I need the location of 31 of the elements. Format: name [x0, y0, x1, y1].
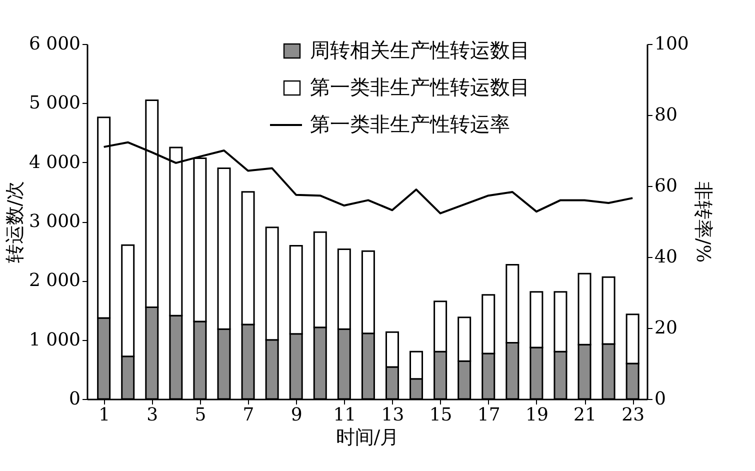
y-tick-label: 4 000 — [28, 152, 80, 173]
y-tick-label: 2 000 — [28, 270, 80, 292]
y2-tick-label: 0 — [654, 388, 666, 410]
x-tick-label: 1 — [98, 404, 110, 426]
y2-axis-title: 非转率/% — [692, 181, 714, 263]
y2-tick-label: 80 — [654, 104, 678, 126]
y-tick-label: 1 000 — [28, 329, 80, 350]
y2-tick-label: 20 — [654, 318, 678, 338]
x-tick-label: 15 — [429, 404, 452, 426]
y-tick-label: 3 000 — [28, 211, 80, 232]
x-axis-title: 时间/月 — [336, 426, 400, 448]
y2-tick-label: 40 — [654, 246, 678, 268]
x-tick-label: 9 — [290, 404, 302, 426]
y-tick-label: 0 — [69, 388, 80, 410]
x-tick-label: 11 — [333, 404, 356, 426]
x-tick-label: 21 — [574, 404, 596, 426]
x-tick-label: 19 — [525, 404, 548, 426]
x-tick-label: 23 — [622, 404, 645, 426]
y2-tick-label: 100 — [654, 34, 689, 54]
x-tick-label: 5 — [194, 404, 206, 426]
legend-label: 第一类非生产性转运率 — [310, 112, 510, 136]
y-axis-title: 转运数/次 — [4, 180, 26, 264]
x-tick-label: 7 — [242, 404, 254, 426]
y-tick-label: 5 000 — [28, 92, 80, 114]
x-tick-label: 3 — [146, 404, 158, 426]
legend-label: 第一类非生产性转运数目 — [310, 75, 530, 99]
y2-tick-label: 60 — [654, 176, 678, 196]
x-tick-label: 17 — [477, 404, 500, 426]
legend-label: 周转相关生产性转运数目 — [310, 38, 530, 62]
x-tick-label: 13 — [381, 404, 404, 426]
y-tick-label: 6 000 — [28, 34, 80, 54]
